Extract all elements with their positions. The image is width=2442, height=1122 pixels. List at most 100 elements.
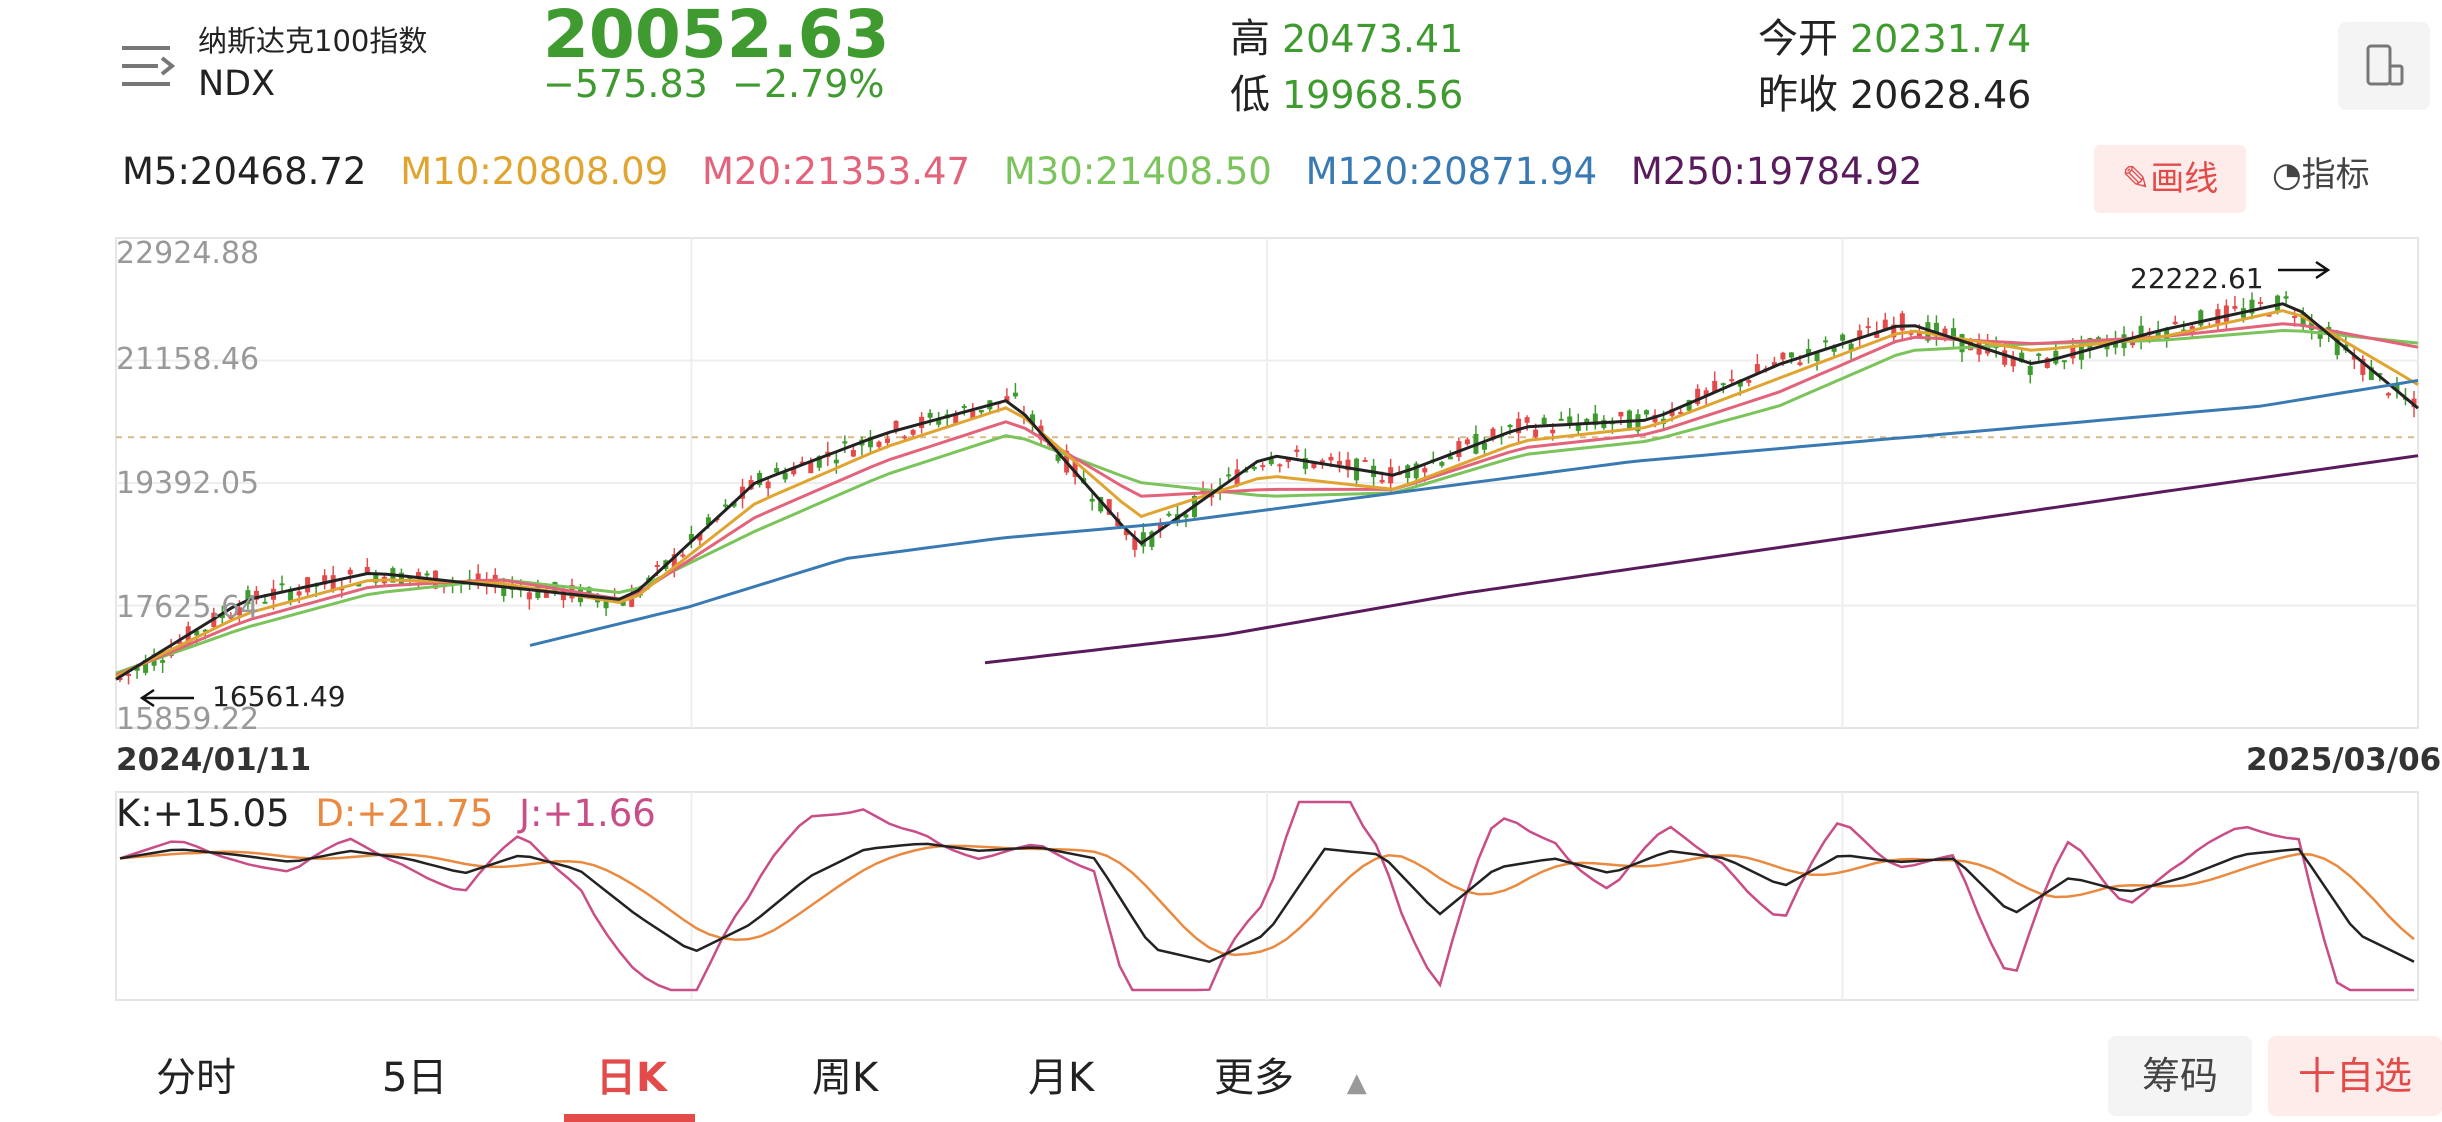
candle-body bbox=[1149, 531, 1155, 547]
low-annotation: 16561.49 bbox=[212, 680, 346, 713]
candle-body bbox=[2411, 398, 2417, 408]
candle-body bbox=[2070, 346, 2076, 359]
end-date: 2025/03/06 bbox=[2246, 742, 2442, 778]
draw-line-button[interactable]: ✎画线 bbox=[2094, 145, 2246, 213]
kdj-k-line bbox=[119, 842, 2415, 964]
candle-body bbox=[1072, 461, 1078, 477]
candle-body bbox=[1669, 409, 1675, 416]
candle-body bbox=[2292, 315, 2298, 318]
candle-body bbox=[1157, 524, 1163, 531]
open-value: 20231.74 bbox=[1850, 17, 2032, 61]
candle-body bbox=[364, 566, 370, 574]
candle-body bbox=[782, 472, 788, 480]
candle-body bbox=[1507, 424, 1513, 428]
candle-body bbox=[1123, 530, 1129, 536]
candle-body bbox=[680, 554, 686, 557]
candle-body bbox=[1865, 326, 1871, 329]
candle-body bbox=[893, 420, 899, 431]
candle-body bbox=[620, 601, 626, 606]
tab-daily-k[interactable]: 日K bbox=[596, 1055, 667, 1101]
candle-body bbox=[2044, 358, 2050, 368]
candle-body bbox=[1541, 417, 1547, 425]
candle-body bbox=[697, 533, 703, 541]
candle-body bbox=[2360, 358, 2366, 375]
candle-body bbox=[2198, 310, 2204, 326]
candle-body bbox=[722, 504, 728, 507]
candle-body bbox=[2138, 325, 2144, 342]
candle-body bbox=[1294, 449, 1300, 453]
candle-body bbox=[970, 410, 976, 419]
y-tick-4: 17625.64 bbox=[116, 590, 260, 625]
candle-body bbox=[842, 441, 848, 444]
candle-body bbox=[816, 456, 822, 468]
gauge-icon: ◔ bbox=[2272, 155, 2302, 195]
candle-body bbox=[1413, 463, 1419, 479]
candle-body bbox=[501, 587, 507, 597]
candle-body bbox=[927, 412, 933, 418]
candle-body bbox=[1183, 514, 1189, 518]
candle-body bbox=[415, 572, 421, 579]
tab-monthly-k[interactable]: 月K bbox=[1028, 1055, 1095, 1101]
candle-body bbox=[2155, 330, 2161, 339]
candle-body bbox=[1882, 319, 1888, 331]
ma-legend: M5:20468.72 M10:20808.09 M20:21353.47 M3… bbox=[122, 150, 1944, 193]
open-stat: 今开 20231.74 bbox=[1758, 6, 2031, 64]
landscape-button[interactable] bbox=[2338, 22, 2430, 110]
candle-body bbox=[791, 468, 797, 475]
candle-body bbox=[2002, 350, 2008, 365]
candle-body bbox=[143, 659, 149, 673]
candle-body bbox=[475, 573, 481, 585]
candle-body bbox=[1456, 441, 1462, 458]
candle-body bbox=[1447, 456, 1453, 460]
candle-body bbox=[262, 601, 268, 604]
low-arrow-head bbox=[139, 688, 155, 708]
candle-body bbox=[356, 583, 362, 587]
y-tick-5: 15859.22 bbox=[116, 702, 260, 737]
candle-body bbox=[1780, 352, 1786, 360]
candle-body bbox=[1012, 392, 1018, 397]
candle-body bbox=[1916, 331, 1922, 339]
y-tick-2: 21158.46 bbox=[116, 342, 260, 377]
high-value: 20473.41 bbox=[1282, 17, 1464, 61]
change-value: −575.83 bbox=[543, 62, 708, 106]
tab-more[interactable]: 更多 ▲ bbox=[1214, 1045, 1367, 1103]
high-stat: 高 20473.41 bbox=[1230, 6, 1463, 64]
tab-weekly-k[interactable]: 周K bbox=[812, 1055, 879, 1101]
candle-body bbox=[1891, 324, 1897, 338]
candle-body bbox=[2104, 343, 2110, 350]
candle-body bbox=[833, 459, 839, 464]
ma20-value: M20:21353.47 bbox=[702, 150, 971, 193]
candle-body bbox=[1558, 418, 1564, 421]
candle-body bbox=[876, 441, 882, 447]
candle-body bbox=[2300, 312, 2306, 327]
candle-body bbox=[219, 613, 225, 619]
candle-body bbox=[2283, 296, 2289, 299]
candle-body bbox=[2249, 299, 2255, 314]
candle-body bbox=[705, 517, 711, 526]
candle-body bbox=[774, 468, 780, 473]
candle-body bbox=[850, 450, 856, 457]
indicator-button[interactable]: ◔指标 bbox=[2272, 147, 2370, 196]
last-price: 20052.63 bbox=[543, 0, 890, 73]
candle-body bbox=[1848, 343, 1854, 351]
menu-button[interactable] bbox=[118, 38, 182, 98]
start-date: 2024/01/11 bbox=[116, 742, 312, 778]
ma120-line bbox=[529, 379, 2419, 647]
candle-body bbox=[305, 577, 311, 593]
candle-body bbox=[885, 438, 891, 443]
tab-intraday[interactable]: 分时 bbox=[156, 1055, 236, 1101]
candle-body bbox=[2334, 337, 2340, 356]
candle-body bbox=[373, 572, 379, 583]
candle-body bbox=[1550, 429, 1556, 434]
chips-button[interactable]: 筹码 bbox=[2108, 1036, 2252, 1116]
stock-name: 纳斯达克100指数 bbox=[198, 24, 428, 58]
candle-body bbox=[961, 406, 967, 409]
candle-body bbox=[236, 607, 242, 616]
candle-body bbox=[1132, 538, 1138, 550]
add-watchlist-button[interactable]: 十自选 bbox=[2268, 1036, 2442, 1116]
candle-body bbox=[398, 572, 404, 585]
candle-body bbox=[586, 587, 592, 595]
caret-up-icon: ▲ bbox=[1346, 1068, 1367, 1098]
tab-5day[interactable]: 5日 bbox=[382, 1055, 448, 1101]
